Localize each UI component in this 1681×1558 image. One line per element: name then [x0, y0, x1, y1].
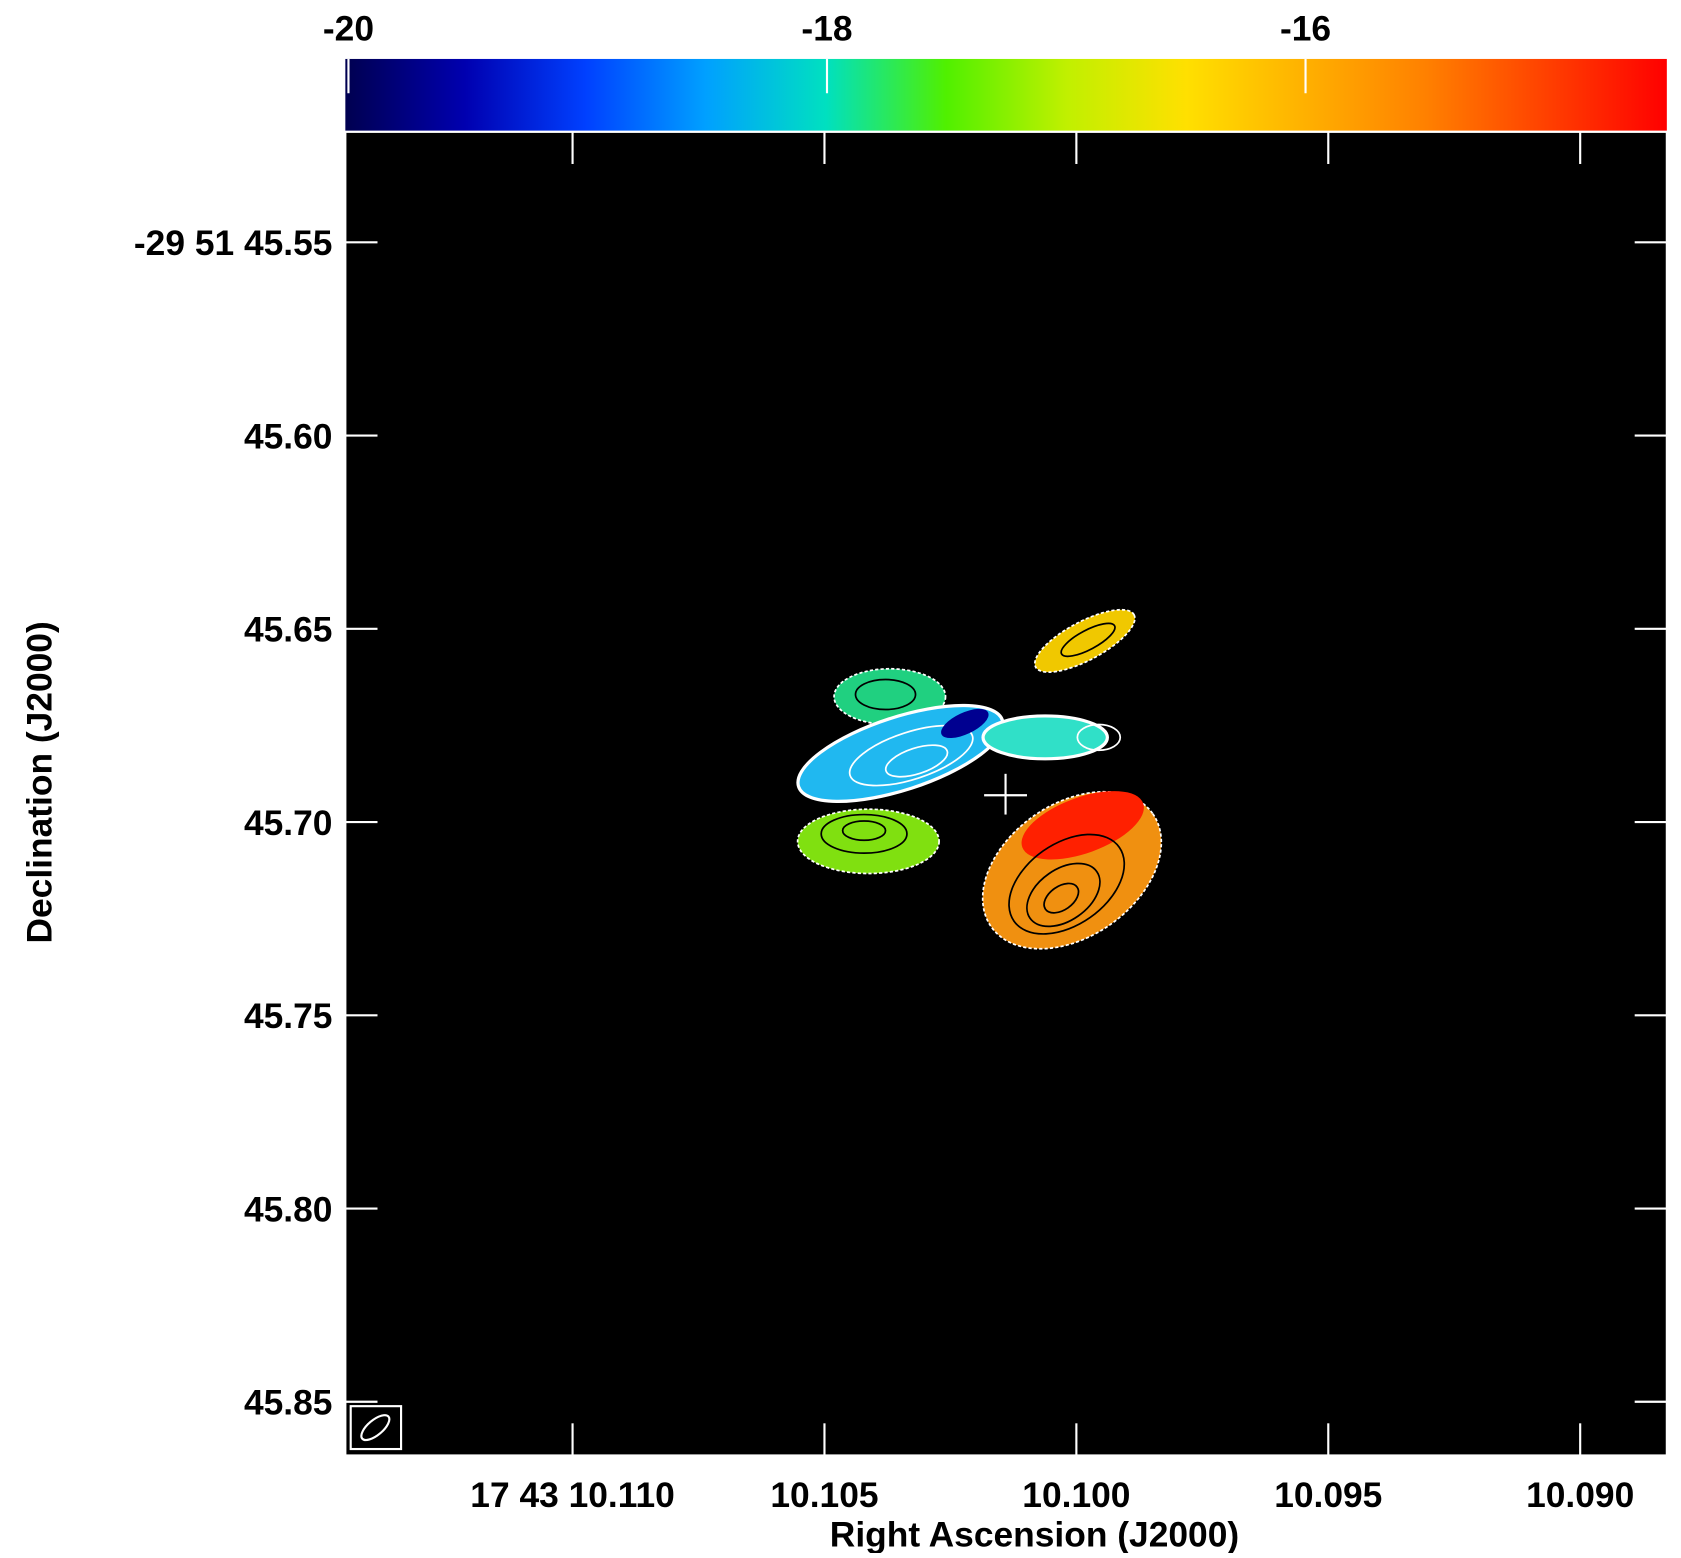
y-tick-label: 45.70 — [244, 804, 333, 843]
x-tick-label: 10.090 — [1526, 1476, 1634, 1515]
colorbar-tick-label: -18 — [801, 10, 852, 49]
contour — [1043, 882, 1080, 914]
y-tick-label: -29 51 45.55 — [134, 224, 333, 263]
blob — [1021, 791, 1144, 860]
contour — [1026, 862, 1101, 928]
colorbar-tick-label: -16 — [1280, 10, 1331, 49]
x-tick-label: 17 43 10.110 — [470, 1476, 675, 1515]
center-cross — [984, 773, 1027, 815]
contour — [820, 813, 908, 854]
x-tick-label: 10.100 — [1022, 1476, 1130, 1515]
colorbar-tick-label: -20 — [323, 10, 374, 49]
blob — [981, 714, 1109, 761]
blob — [1033, 608, 1136, 673]
y-axis-label: Declination (J2000) — [21, 621, 60, 943]
contour — [1076, 723, 1122, 752]
contour — [848, 724, 974, 787]
y-tick-label: 45.65 — [244, 611, 333, 650]
y-tick-label: 45.80 — [244, 1190, 333, 1229]
contour — [841, 820, 887, 842]
beam — [360, 1414, 391, 1442]
contour — [1008, 833, 1126, 935]
x-tick-label: 10.105 — [770, 1476, 878, 1515]
blob — [941, 708, 989, 739]
contour — [884, 744, 949, 778]
x-tick-label: 10.095 — [1274, 1476, 1382, 1515]
emission — [796, 608, 1163, 950]
y-tick-label: 45.85 — [244, 1384, 333, 1423]
contour — [1060, 622, 1116, 658]
y-tick-label: 45.60 — [244, 417, 333, 456]
colorbar — [345, 58, 1667, 131]
contour — [854, 678, 917, 711]
y-tick-label: 45.75 — [244, 997, 333, 1036]
beam-box — [349, 1405, 403, 1451]
blob — [796, 808, 940, 875]
x-axis-label: Right Ascension (J2000) — [830, 1516, 1239, 1553]
